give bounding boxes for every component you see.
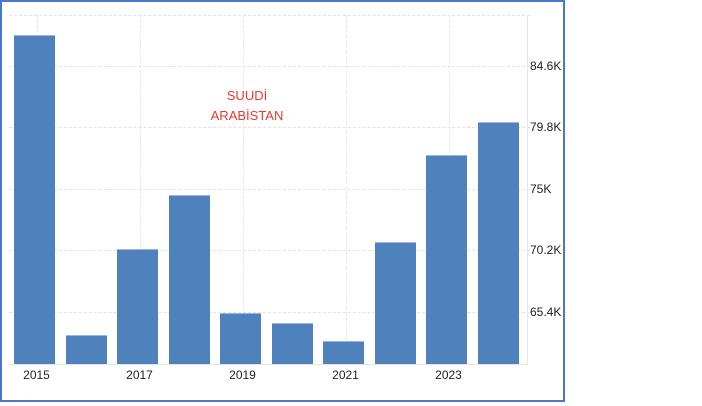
- bar-2017: [117, 248, 158, 364]
- bar-2015: [14, 35, 55, 364]
- bar-2024: [477, 122, 519, 364]
- y-tick-label: 65.4K: [530, 305, 562, 319]
- grid-line-top: [9, 15, 530, 16]
- chart-annotation: SUUDİ ARABİSTAN: [210, 88, 284, 123]
- y-tick-label: 79.8K: [530, 120, 562, 134]
- grid-line-h: [9, 127, 530, 128]
- grid-line-h: [9, 312, 530, 313]
- y-tick-label: 75K: [530, 182, 552, 196]
- grid-line-h: [9, 250, 530, 251]
- x-tick-label: 2017: [126, 368, 153, 382]
- y-axis-line: [527, 15, 528, 365]
- bar-2019: [220, 312, 261, 364]
- bar-2021: [323, 340, 364, 364]
- y-tick-label: 70.2K: [530, 243, 562, 257]
- grid-line-v: [139, 15, 141, 365]
- x-tick-label: 2021: [332, 368, 359, 382]
- y-tick-label: 84.6K: [530, 59, 562, 73]
- bar-2023: [426, 155, 467, 364]
- x-tick-label: 2015: [23, 368, 50, 382]
- grid-line-h: [9, 189, 530, 190]
- bar-2016: [65, 334, 107, 364]
- grid-line-v: [242, 15, 244, 365]
- x-tick-label: 2023: [435, 368, 462, 382]
- chart-frame: [0, 0, 565, 402]
- grid-line-v: [345, 15, 347, 365]
- x-axis-line: [9, 364, 527, 365]
- bar-2020: [271, 323, 313, 364]
- grid-line-h: [9, 66, 530, 67]
- bar-2018: [168, 195, 210, 364]
- bar-2022: [374, 242, 416, 364]
- x-tick-label: 2019: [229, 368, 256, 382]
